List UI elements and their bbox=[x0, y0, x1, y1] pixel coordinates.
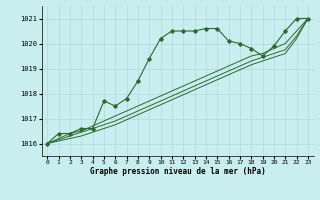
X-axis label: Graphe pression niveau de la mer (hPa): Graphe pression niveau de la mer (hPa) bbox=[90, 167, 266, 176]
